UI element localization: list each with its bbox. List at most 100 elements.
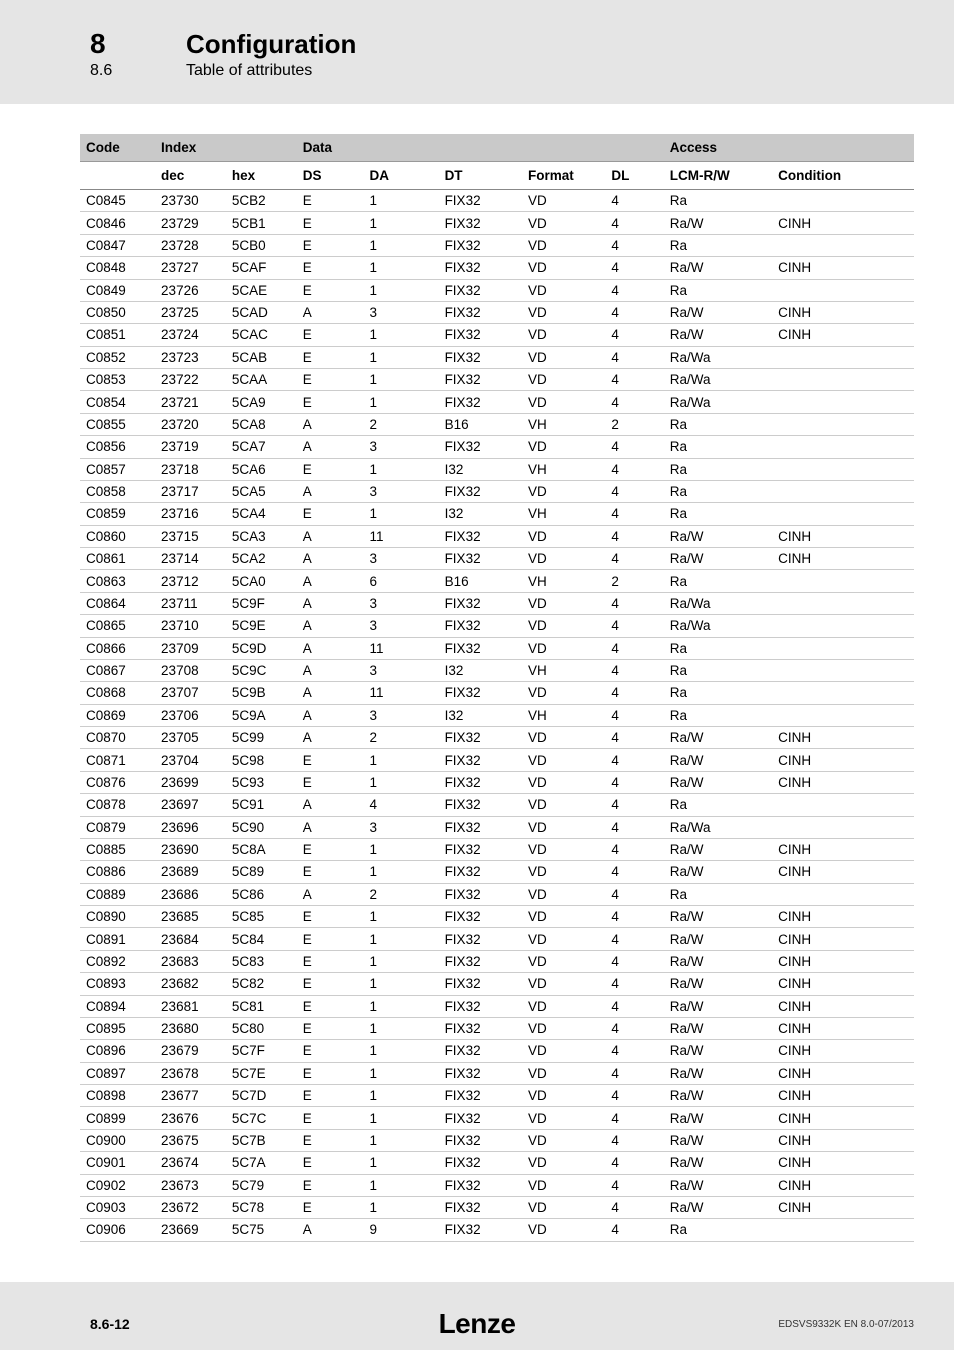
table-row: C0903236725C78E1FIX32VD4Ra/WCINH — [80, 1196, 914, 1218]
cell-fmt: VD — [522, 369, 605, 391]
cell-dl: 4 — [605, 883, 663, 905]
cell-dec: 23718 — [155, 458, 226, 480]
cell-dt: FIX32 — [439, 369, 522, 391]
cell-dt: FIX32 — [439, 1062, 522, 1084]
cell-da: 1 — [364, 1107, 439, 1129]
cell-dl: 4 — [605, 749, 663, 771]
cell-fmt: VD — [522, 615, 605, 637]
table-row: C0866237095C9DA11FIX32VD4Ra — [80, 637, 914, 659]
cell-code: C0876 — [80, 771, 155, 793]
cell-acc: Ra/W — [664, 548, 772, 570]
cell-acc: Ra/Wa — [664, 346, 772, 368]
cell-acc: Ra/W — [664, 1107, 772, 1129]
cell-fmt: VD — [522, 592, 605, 614]
cell-fmt: VD — [522, 1174, 605, 1196]
cell-acc: Ra/W — [664, 324, 772, 346]
cell-fmt: VD — [522, 1129, 605, 1151]
cell-hex: 5C84 — [226, 928, 297, 950]
cell-dec: 23707 — [155, 682, 226, 704]
cell-acc: Ra — [664, 480, 772, 502]
cell-fmt: VD — [522, 190, 605, 212]
cell-acc: Ra — [664, 682, 772, 704]
cell-dl: 4 — [605, 503, 663, 525]
cell-cond: CINH — [772, 950, 914, 972]
cell-dt: FIX32 — [439, 480, 522, 502]
cell-dl: 4 — [605, 480, 663, 502]
cell-da: 1 — [364, 771, 439, 793]
subsection-number: 8.6 — [90, 62, 186, 80]
cell-cond — [772, 704, 914, 726]
cell-dt: FIX32 — [439, 950, 522, 972]
cell-ds: A — [297, 413, 364, 435]
col-format: Format — [522, 162, 605, 190]
table-row: C0889236865C86A2FIX32VD4Ra — [80, 883, 914, 905]
cell-fmt: VD — [522, 928, 605, 950]
cell-code: C0850 — [80, 301, 155, 323]
cell-da: 1 — [364, 391, 439, 413]
table-row: C0867237085C9CA3I32VH4Ra — [80, 659, 914, 681]
cell-code: C0859 — [80, 503, 155, 525]
table-row: C0879236965C90A3FIX32VD4Ra/Wa — [80, 816, 914, 838]
col-code — [80, 162, 155, 190]
cell-hex: 5C80 — [226, 1017, 297, 1039]
cell-fmt: VD — [522, 1062, 605, 1084]
cell-da: 1 — [364, 1196, 439, 1218]
cell-cond: CINH — [772, 1152, 914, 1174]
cell-dt: FIX32 — [439, 838, 522, 860]
cell-code: C0894 — [80, 995, 155, 1017]
cell-hex: 5C9B — [226, 682, 297, 704]
cell-da: 1 — [364, 503, 439, 525]
cell-cond — [772, 794, 914, 816]
cell-da: 3 — [364, 480, 439, 502]
table-row: C0851237245CACE1FIX32VD4Ra/WCINH — [80, 324, 914, 346]
cell-acc: Ra — [664, 659, 772, 681]
footer-brand-logo: Lenze — [439, 1308, 516, 1340]
cell-dt: FIX32 — [439, 190, 522, 212]
cell-fmt: VD — [522, 301, 605, 323]
cell-cond: CINH — [772, 1017, 914, 1039]
cell-dt: FIX32 — [439, 615, 522, 637]
cell-dt: FIX32 — [439, 436, 522, 458]
cell-da: 1 — [364, 257, 439, 279]
cell-acc: Ra/Wa — [664, 391, 772, 413]
cell-dl: 4 — [605, 771, 663, 793]
cell-acc: Ra/W — [664, 950, 772, 972]
cell-acc: Ra — [664, 1219, 772, 1241]
cell-fmt: VD — [522, 1152, 605, 1174]
cell-hex: 5CA8 — [226, 413, 297, 435]
cell-dec: 23714 — [155, 548, 226, 570]
cell-dl: 4 — [605, 1017, 663, 1039]
cell-da: 1 — [364, 1085, 439, 1107]
cell-da: 1 — [364, 1174, 439, 1196]
table-row: C0876236995C93E1FIX32VD4Ra/WCINH — [80, 771, 914, 793]
cell-acc: Ra/Wa — [664, 369, 772, 391]
cell-code: C0906 — [80, 1219, 155, 1241]
cell-dt: FIX32 — [439, 257, 522, 279]
col-dt: DT — [439, 162, 522, 190]
cell-dec: 23679 — [155, 1040, 226, 1062]
cell-dec: 23683 — [155, 950, 226, 972]
cell-dt: FIX32 — [439, 301, 522, 323]
cell-fmt: VD — [522, 525, 605, 547]
cell-da: 1 — [364, 928, 439, 950]
table-row: C0861237145CA2A3FIX32VD4Ra/WCINH — [80, 548, 914, 570]
cell-dec: 23726 — [155, 279, 226, 301]
cell-acc: Ra/Wa — [664, 816, 772, 838]
cell-cond — [772, 883, 914, 905]
table-row: C0849237265CAEE1FIX32VD4Ra — [80, 279, 914, 301]
cell-hex: 5C9F — [226, 592, 297, 614]
cell-dt: I32 — [439, 458, 522, 480]
table-row: C0859237165CA4E1I32VH4Ra — [80, 503, 914, 525]
cell-cond: CINH — [772, 928, 914, 950]
cell-hex: 5C7C — [226, 1107, 297, 1129]
cell-dec: 23715 — [155, 525, 226, 547]
cell-cond — [772, 279, 914, 301]
table-row: C0902236735C79E1FIX32VD4Ra/WCINH — [80, 1174, 914, 1196]
table-row: C0892236835C83E1FIX32VD4Ra/WCINH — [80, 950, 914, 972]
cell-fmt: VD — [522, 637, 605, 659]
cell-dec: 23705 — [155, 727, 226, 749]
cell-cond — [772, 234, 914, 256]
table-row: C0899236765C7CE1FIX32VD4Ra/WCINH — [80, 1107, 914, 1129]
cell-da: 3 — [364, 615, 439, 637]
cell-dec: 23723 — [155, 346, 226, 368]
